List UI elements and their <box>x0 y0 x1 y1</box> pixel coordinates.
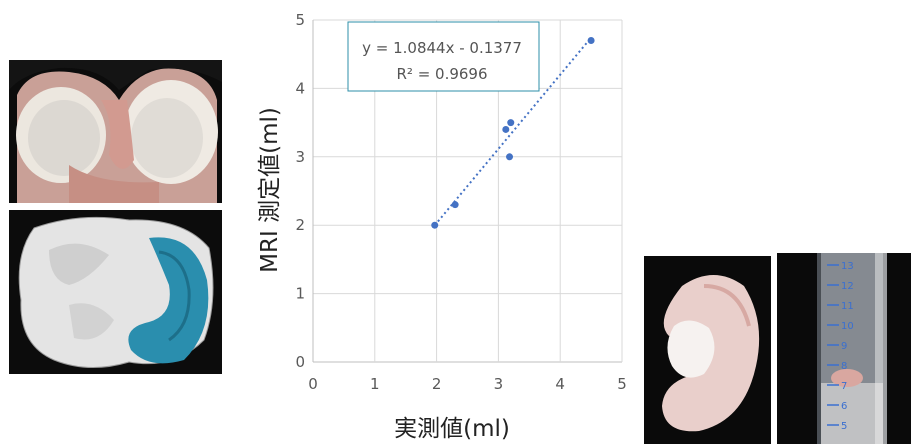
y-tick-label: 0 <box>295 353 305 371</box>
3d-meniscus-model <box>9 210 222 374</box>
y-axis-label: MRI 測定値(ml) <box>257 107 283 273</box>
x-tick-label: 4 <box>555 375 565 393</box>
y-axis-ticks: 0 1 2 3 4 5 <box>295 11 305 371</box>
trendline <box>433 37 592 226</box>
x-tick-label: 3 <box>494 375 504 393</box>
x-tick-label: 1 <box>370 375 380 393</box>
scatter-chart: 0 1 2 3 4 5 0 1 2 3 4 5 y = 1.0844x - 0.1377 R² = … <box>257 11 627 442</box>
knee-joint-photo <box>9 60 222 203</box>
cylinder-tick-label: 12 <box>841 281 854 292</box>
x-tick-label: 2 <box>432 375 442 393</box>
x-tick-label: 5 <box>617 375 627 393</box>
r-squared-text: R² = 0.9696 <box>396 65 487 83</box>
cylinder-tick-label: 13 <box>841 261 854 272</box>
cylinder-tick-label: 7 <box>841 381 847 392</box>
data-points <box>431 37 595 229</box>
equation-box <box>347 21 540 92</box>
data-point <box>431 221 439 229</box>
cylinder-tick-label: 11 <box>841 301 854 312</box>
cylinder-scale: 13 12 11 10 9 8 7 6 5 <box>827 261 854 432</box>
data-point <box>506 153 514 161</box>
x-axis-label: 実測値(ml) <box>394 416 510 442</box>
cylinder-tick-label: 6 <box>841 401 847 412</box>
y-tick-label: 3 <box>295 148 305 166</box>
data-point <box>587 37 595 45</box>
data-point <box>451 201 459 209</box>
3d-model-image <box>18 216 214 369</box>
y-tick-label: 2 <box>295 216 305 234</box>
cylinder-tick-label: 5 <box>841 421 847 432</box>
x-tick-label: 0 <box>308 375 318 393</box>
data-point <box>502 125 510 133</box>
cylinder-tick-label: 8 <box>841 361 847 372</box>
meniscus-specimen-photo <box>644 256 771 444</box>
equation-text: y = 1.0844x - 0.1377 <box>362 39 522 57</box>
x-axis-ticks: 0 1 2 3 4 5 <box>308 375 627 393</box>
y-tick-label: 1 <box>295 285 305 303</box>
cylinder-tick-label: 10 <box>841 321 854 332</box>
cylinder-tick-label: 9 <box>841 341 847 352</box>
meniscus-image <box>662 275 760 432</box>
cylinder-image: 13 12 11 10 9 8 7 6 5 <box>817 253 887 444</box>
y-tick-label: 4 <box>295 79 305 97</box>
data-point <box>507 119 515 127</box>
knee-joint-image <box>9 60 222 203</box>
y-tick-label: 5 <box>295 11 305 29</box>
graduated-cylinder-photo: 13 12 11 10 9 8 7 6 5 <box>777 253 911 444</box>
